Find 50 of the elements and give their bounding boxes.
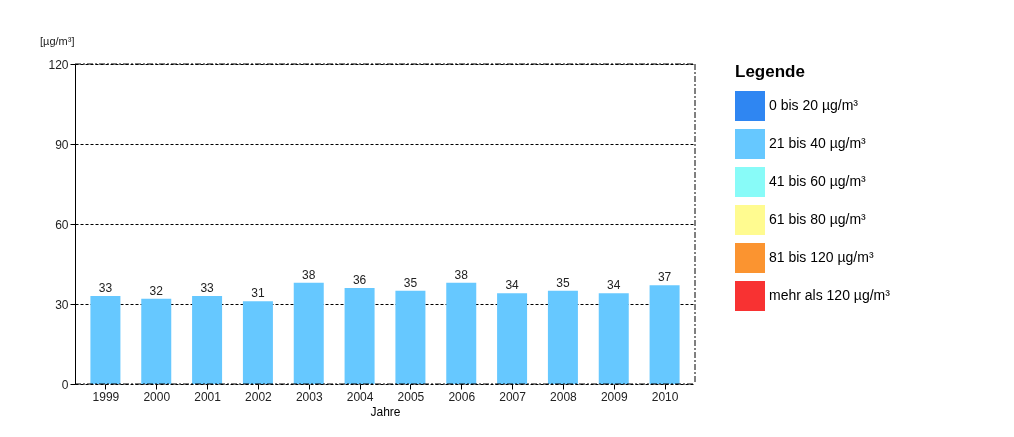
bar <box>344 288 375 384</box>
y-tick-label: 0 <box>61 377 69 392</box>
data-label: 34 <box>607 278 621 293</box>
x-tick-label: 2002 <box>245 389 273 404</box>
data-label: 36 <box>352 273 367 287</box>
legend-label: 61 bis 80 µg/m³ <box>769 211 867 227</box>
legend-label: 81 bis 120 µg/m³ <box>769 249 874 265</box>
x-tick-label: 2001 <box>194 389 222 404</box>
x-tick-label: 1999 <box>92 389 120 404</box>
x-tick-label: 2005 <box>397 389 425 404</box>
legend-label: 0 bis 20 µg/m³ <box>769 97 859 113</box>
x-tick-label: 2007 <box>499 389 527 404</box>
data-label: 32 <box>149 283 164 298</box>
bar <box>293 282 324 384</box>
bar <box>497 293 528 384</box>
legend-label: mehr als 120 µg/m³ <box>769 287 891 303</box>
y-tick-label: 90 <box>55 137 69 152</box>
x-tick-label: 2008 <box>550 389 578 404</box>
y-tick-label: 120 <box>48 57 69 72</box>
data-label: 33 <box>200 281 215 295</box>
bar <box>141 298 172 384</box>
data-label: 37 <box>657 270 672 285</box>
data-label: 35 <box>403 275 418 290</box>
x-axis-title: Jahre <box>370 404 401 419</box>
data-label: 34 <box>505 278 520 293</box>
x-tick-label: 2000 <box>143 389 171 404</box>
data-label: 33 <box>98 281 113 295</box>
legend-title: Legende <box>735 62 805 81</box>
bar <box>242 301 273 384</box>
x-tick-label: 2004 <box>346 389 374 404</box>
bar <box>90 296 121 384</box>
bar <box>192 296 223 384</box>
y-tick-label: 60 <box>55 217 69 232</box>
bar <box>547 290 578 384</box>
bar <box>446 282 477 384</box>
data-label: 35 <box>556 275 570 290</box>
data-label: 31 <box>251 286 265 301</box>
legend-label: 41 bis 60 µg/m³ <box>769 173 867 189</box>
x-tick-label: 2009 <box>600 389 628 404</box>
x-tick-label: 2006 <box>448 389 476 404</box>
data-label: 38 <box>302 267 316 282</box>
bar <box>395 290 426 384</box>
bar <box>598 293 629 384</box>
y-tick-label: 30 <box>55 297 69 312</box>
bar <box>649 285 680 384</box>
x-tick-label: 2010 <box>651 389 679 404</box>
x-tick-label: 2003 <box>295 389 323 404</box>
data-label: 38 <box>454 267 469 282</box>
legend-label: 21 bis 40 µg/m³ <box>769 135 867 151</box>
y-axis-title: [µg/m³] <box>40 35 75 47</box>
